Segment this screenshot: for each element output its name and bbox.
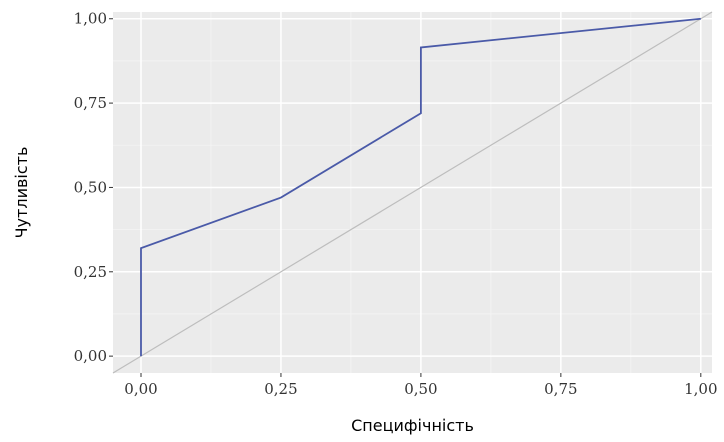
x-tick-label: 1,00: [684, 380, 717, 398]
y-tick-label: 0,50: [74, 178, 107, 196]
x-axis-title: Специфічність: [351, 416, 474, 435]
y-axis-ticks: 0,00 0,25 0,50 0,75 1,00: [74, 10, 113, 365]
x-tick-label: 0,50: [404, 380, 437, 398]
reference-diagonal-line: [112, 11, 713, 374]
x-tick-label: 0,25: [264, 380, 297, 398]
y-tick-label: 0,00: [74, 347, 107, 365]
roc-curve-line: [140, 17, 701, 357]
y-tick-label: 1,00: [74, 10, 107, 28]
major-grid: [113, 12, 712, 373]
x-tick-label: 0,75: [544, 380, 577, 398]
x-tick-label: 0,00: [124, 380, 157, 398]
x-axis-ticks: 0,00 0,25 0,50 0,75 1,00: [124, 373, 718, 398]
y-tick-label: 0,25: [74, 263, 107, 281]
y-axis-title: Чутливість: [12, 147, 31, 239]
minor-grid: [113, 12, 712, 373]
y-tick-label: 0,75: [74, 94, 107, 112]
